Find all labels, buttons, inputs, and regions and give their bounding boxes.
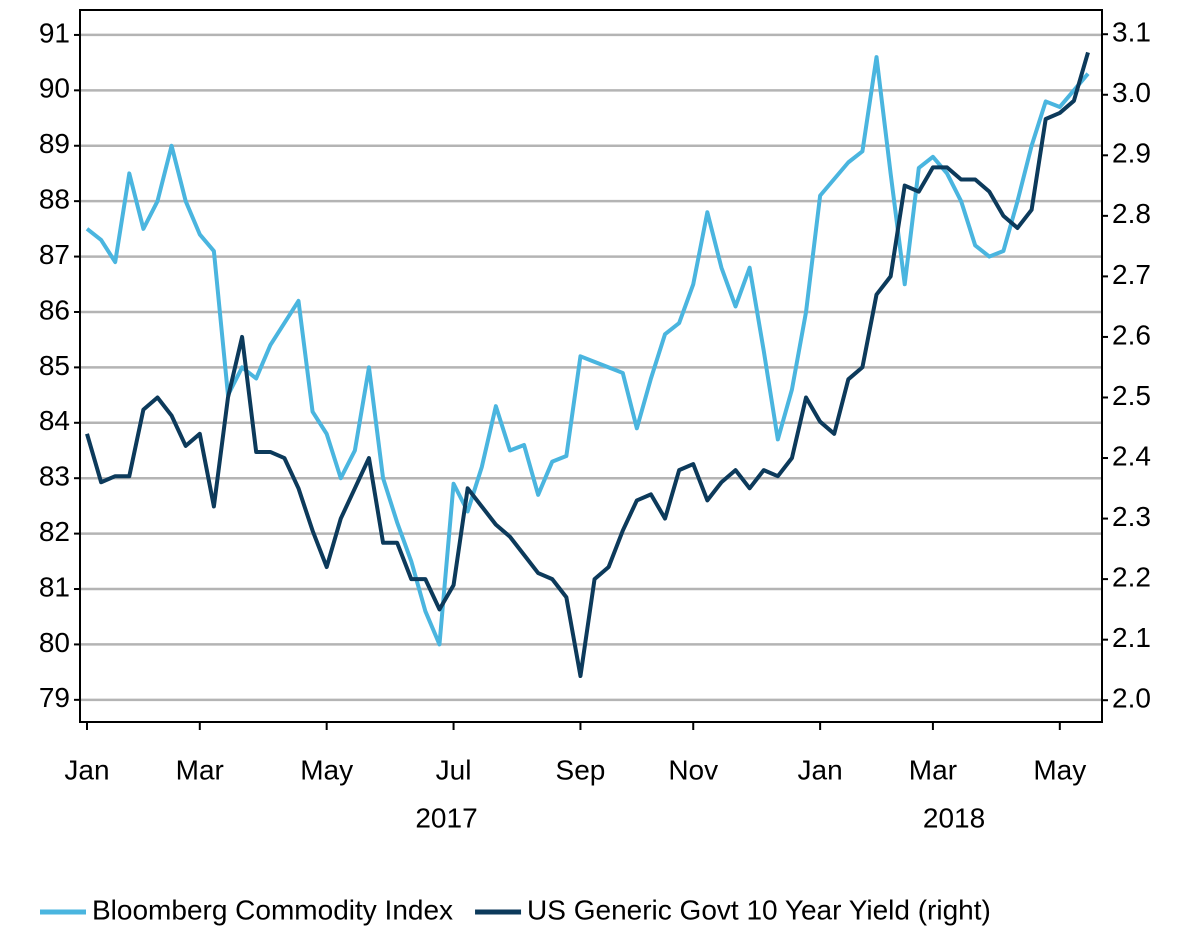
series-line [85,55,1090,647]
x-tick-label: Mar [176,754,224,785]
y-tick-label: 82 [39,516,70,547]
y-tick-label: 90 [39,73,70,104]
y2-tick-label: 2.7 [1112,259,1151,290]
x-tick-label: Jan [798,754,843,785]
y2-tick-label: 2.6 [1112,319,1151,350]
y2-tick-label: 2.2 [1112,562,1151,593]
x-tick-label: May [1033,754,1086,785]
y-tick-label: 89 [39,128,70,159]
y-tick-label: 86 [39,294,70,325]
y2-tick-label: 3.0 [1112,77,1151,108]
y2-tick-label: 2.9 [1112,138,1151,169]
x-tick-label: May [300,754,353,785]
y2-tick-label: 2.3 [1112,501,1151,532]
y2-tick-label: 2.5 [1112,380,1151,411]
x-group-label: 2018 [923,802,985,833]
y-tick-label: 85 [39,350,70,381]
y2-tick-label: 3.1 [1112,17,1151,48]
legend-label: US Generic Govt 10 Year Yield (right) [527,894,991,925]
x-tick-label: Mar [909,754,957,785]
x-tick-label: Jan [64,754,109,785]
y2-tick-label: 2.0 [1112,683,1151,714]
y2-tick-label: 2.4 [1112,440,1151,471]
y2-tick-label: 2.1 [1112,622,1151,653]
y-tick-label: 91 [39,17,70,48]
y-tick-label: 79 [39,682,70,713]
y-tick-label: 88 [39,184,70,215]
x-group-label: 2017 [415,802,477,833]
y-tick-label: 84 [39,405,70,436]
x-tick-label: Jul [436,754,472,785]
plot-frame [79,9,1103,723]
y-tick-label: 80 [39,627,70,658]
x-tick-label: Sep [556,754,606,785]
series-line [85,51,1090,678]
legend-label: Bloomberg Commodity Index [92,894,453,925]
y-tick-label: 83 [39,461,70,492]
y-tick-label: 87 [39,239,70,270]
y2-tick-label: 2.8 [1112,198,1151,229]
y-tick-label: 81 [39,571,70,602]
x-tick-label: Nov [668,754,718,785]
